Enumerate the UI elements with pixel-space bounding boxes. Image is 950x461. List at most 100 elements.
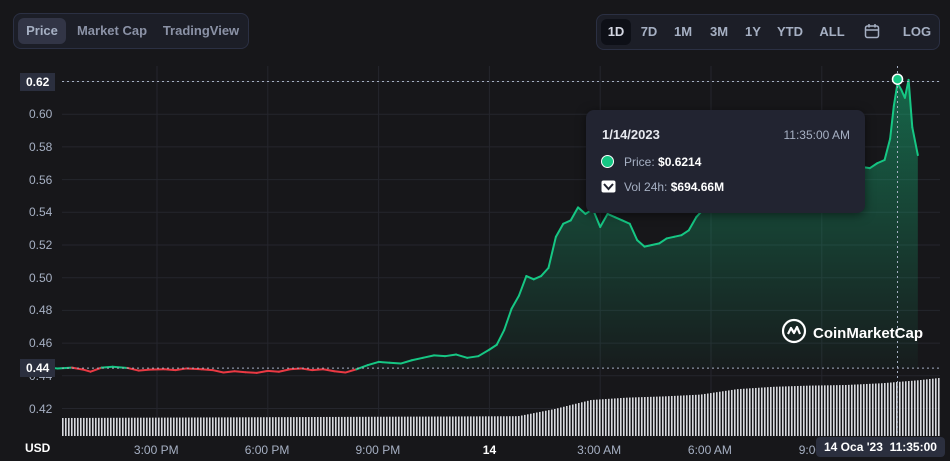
volume-bar	[806, 385, 808, 436]
volume-bar	[920, 379, 922, 436]
price-line-segment	[517, 275, 528, 297]
price-line-segment	[300, 367, 314, 372]
price-line-segment	[599, 212, 609, 229]
price-line-segment	[650, 242, 661, 246]
volume-bar	[398, 416, 400, 436]
volume-bar	[845, 385, 847, 436]
volume-bar	[821, 385, 823, 436]
volume-bar	[290, 417, 292, 436]
price-line-segment	[466, 355, 480, 359]
range-1m-button[interactable]: 1M	[673, 24, 693, 39]
tooltip-volume-value: $694.66M	[670, 180, 725, 194]
volume-bar	[863, 384, 865, 436]
price-line-segment	[455, 353, 469, 359]
price-line-segment	[687, 216, 698, 232]
volume-bar	[851, 384, 853, 436]
volume-bar	[98, 417, 100, 436]
price-line-segment	[562, 219, 572, 225]
volume-bar	[302, 417, 304, 436]
volume-bar	[932, 378, 934, 436]
volume-bar	[875, 383, 877, 436]
calendar-icon[interactable]	[864, 23, 880, 39]
volume-bar	[278, 417, 280, 436]
price-line-segment	[658, 237, 668, 245]
volume-bar	[545, 410, 547, 436]
volume-bar	[497, 416, 499, 436]
volume-bar	[899, 381, 901, 436]
log-scale-toggle[interactable]: LOG	[902, 24, 932, 39]
price-line-segment	[643, 244, 653, 248]
watermark-text: CoinMarketCap	[813, 325, 924, 342]
volume-bar	[770, 386, 772, 436]
volume-bar	[431, 416, 433, 436]
range-7d-button[interactable]: 7D	[640, 24, 658, 39]
volume-bar	[386, 416, 388, 436]
hover-point-marker	[891, 73, 904, 85]
volume-bar	[368, 416, 370, 436]
volume-bar	[209, 417, 211, 436]
volume-bar	[620, 398, 622, 436]
volume-bar	[401, 416, 403, 436]
range-ytd-button[interactable]: YTD	[777, 24, 803, 39]
volume-bar	[752, 388, 754, 436]
volume-bar	[377, 416, 379, 436]
volume-bar	[713, 392, 715, 436]
price-line-segment	[399, 359, 413, 365]
volume-bar	[914, 380, 916, 436]
tooltip-volume-row: Vol 24h: $694.66M	[601, 180, 724, 194]
time-range-selector: 1D 7D 1M 3M 1Y YTD ALL LOG	[596, 14, 940, 50]
volume-bar	[62, 418, 64, 436]
volume-bar	[317, 416, 319, 436]
price-line-segment	[488, 343, 498, 351]
volume-bar	[500, 416, 502, 436]
price-line-segment	[388, 361, 402, 365]
range-1d-button[interactable]: 1D	[601, 19, 631, 45]
volume-bar	[137, 417, 139, 436]
volume-bar	[125, 417, 127, 436]
volume-bar	[416, 416, 418, 436]
tooltip-date: 1/14/2023	[602, 127, 660, 142]
volume-bar	[593, 399, 595, 436]
volume-bar	[572, 404, 574, 436]
price-line-segment	[883, 137, 892, 161]
y-tick-label: 0.54	[29, 205, 53, 220]
volume-bar	[230, 417, 232, 436]
price-line-segment	[606, 212, 616, 219]
volume-bar	[479, 416, 481, 436]
range-all-button[interactable]: ALL	[819, 24, 845, 39]
volume-bar	[419, 416, 421, 436]
volume-bar	[800, 385, 802, 436]
range-3m-button[interactable]: 3M	[709, 24, 729, 39]
volume-bar	[350, 416, 352, 436]
volume-bar	[407, 416, 409, 436]
volume-bar	[116, 417, 118, 436]
currency-label: USD	[25, 441, 51, 455]
volume-bar	[803, 385, 805, 436]
volume-bar	[494, 416, 496, 436]
price-line-segment	[613, 216, 624, 222]
tab-tradingview[interactable]: TradingView	[162, 23, 240, 38]
volume-bar	[203, 417, 205, 436]
y-tick-label: 0.50	[29, 270, 53, 285]
tab-price[interactable]: Price	[18, 18, 66, 44]
volume-bar	[728, 390, 730, 436]
volume-bar	[164, 417, 166, 436]
volume-bar	[611, 398, 613, 436]
volume-bar	[893, 382, 895, 436]
volume-bar	[938, 378, 940, 436]
y-tick-label: 0.48	[29, 303, 53, 318]
range-1y-button[interactable]: 1Y	[745, 24, 761, 39]
volume-bar	[71, 417, 73, 436]
volume-bar	[158, 417, 160, 436]
volume-bar	[815, 385, 817, 436]
tab-market-cap[interactable]: Market Cap	[76, 23, 148, 38]
volume-bar	[884, 383, 886, 436]
volume-bar	[872, 383, 874, 436]
volume-bar	[242, 417, 244, 436]
price-line-segment	[892, 82, 899, 108]
y-tick-label: 0.56	[29, 172, 53, 187]
volume-bar	[320, 416, 322, 436]
volume-bar	[767, 387, 769, 436]
volume-bar	[905, 381, 907, 436]
